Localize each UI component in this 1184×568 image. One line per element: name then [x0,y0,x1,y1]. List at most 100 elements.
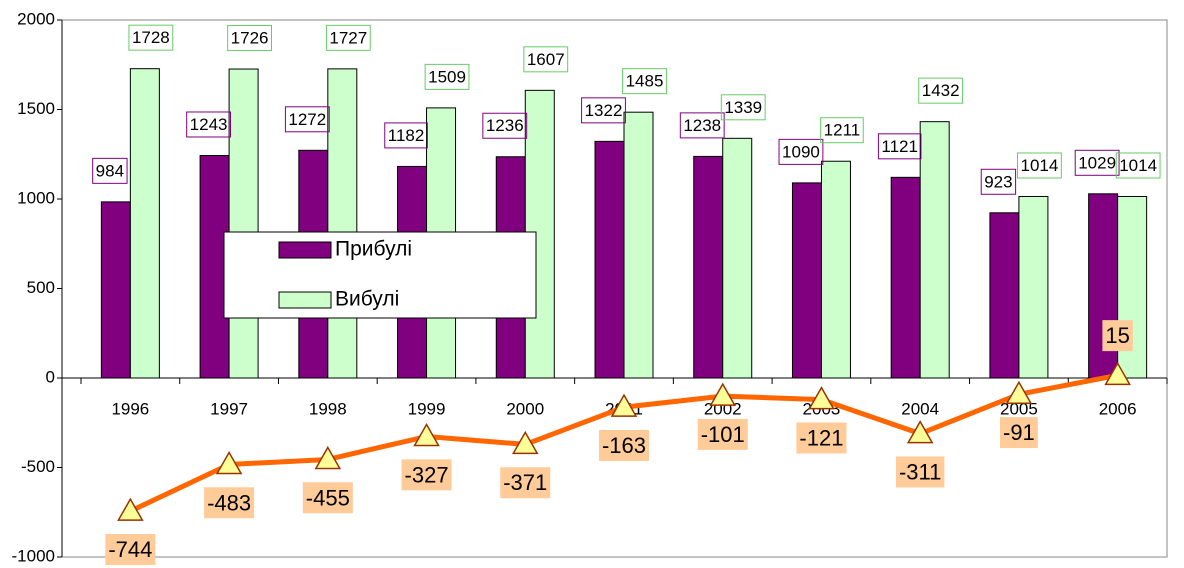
data-label-box [697,418,748,450]
data-label: -311 [899,459,941,484]
data-label: 1322 [585,101,623,120]
marker [215,450,243,475]
data-label-box [1016,152,1062,179]
x-tick-label: 2006 [1099,399,1137,418]
y-tick-label: 500 [27,278,55,297]
x-tick-label: 1996 [111,399,149,418]
data-label-box [796,422,847,454]
data-label: 1243 [190,115,228,134]
legend-swatch [278,291,332,309]
data-label-box [622,68,667,95]
data-label: 1728 [132,28,170,47]
data-label-box [186,111,232,138]
bar [327,68,358,379]
marker [511,430,539,455]
x-tick-label: 1997 [210,399,248,418]
data-label-box [227,25,273,52]
data-label: -101 [701,422,745,447]
data-label-box [1000,417,1038,449]
legend-label: Вибулі [335,288,399,311]
bar [129,68,160,379]
data-label-box [325,24,371,51]
data-label: 1485 [626,72,664,91]
y-tick-label: 1500 [17,99,55,118]
bar [722,137,753,379]
data-label-box [820,117,864,144]
data-label-box [500,467,551,499]
marker [709,382,737,406]
y-tick-label: 0 [46,367,55,386]
y-tick-label: 1000 [17,188,55,207]
data-label: 1236 [486,116,524,135]
data-label: 1238 [683,116,721,135]
bar [820,160,851,379]
x-tick-label: 1998 [309,399,347,418]
data-label: -483 [207,490,251,515]
data-label: 1182 [388,126,425,145]
data-label: 1726 [231,29,269,48]
data-label: 1607 [527,50,565,69]
x-tick-label: 2004 [901,399,939,418]
marker [413,423,440,447]
data-label-box [679,112,725,139]
data-label-box [204,487,255,519]
data-label: -371 [503,470,547,495]
data-label-box [918,77,964,104]
bar [989,212,1020,379]
data-label-box [302,482,353,514]
bar [791,182,822,379]
bar [919,121,950,379]
marker [808,386,835,410]
bar [100,201,131,379]
data-label: -327 [405,462,449,487]
bar [623,111,654,379]
data-label: 984 [96,161,124,180]
marker [906,420,934,444]
data-label: 1727 [329,28,367,47]
y-tick-label: 2000 [17,9,55,28]
data-label: 1029 [1078,153,1116,172]
data-label: 1509 [428,67,466,86]
data-label: 923 [984,172,1012,191]
bar [228,68,259,379]
y-tick-label: -500 [21,457,55,476]
data-label: 1211 [824,121,861,140]
data-label-box [895,456,945,488]
x-tick-label: 1999 [408,399,446,418]
data-label-box [482,112,528,139]
marker [314,445,342,470]
data-label: -163 [602,433,646,458]
data-label-box [384,122,428,149]
marker [117,497,144,521]
data-label-box [877,133,922,160]
data-label-box [581,97,626,124]
data-label-box [284,106,330,133]
data-label: -744 [108,537,152,562]
data-label: -91 [1003,420,1035,445]
bar [594,140,625,379]
bar [693,155,724,379]
y-tick-label: -1000 [12,546,55,565]
legend-swatch [278,241,332,259]
data-label: 1121 [881,137,918,156]
marker [1104,361,1131,386]
data-label-box [401,459,452,491]
data-label-box [980,168,1017,195]
data-label-box [598,429,650,461]
data-label-box [1115,152,1161,179]
data-label: -455 [306,485,350,510]
data-label: 1014 [1020,156,1058,175]
bar [1018,195,1049,379]
x-tick-label: 2005 [1000,399,1038,418]
legend-box [223,231,537,319]
data-label: 1432 [922,81,960,100]
x-tick-label: 2000 [506,399,544,418]
data-label-box [92,157,128,184]
marker [1005,380,1033,405]
data-label-box [105,533,156,565]
data-label: -121 [799,425,843,450]
data-label-box [523,46,569,73]
marker [610,393,638,417]
